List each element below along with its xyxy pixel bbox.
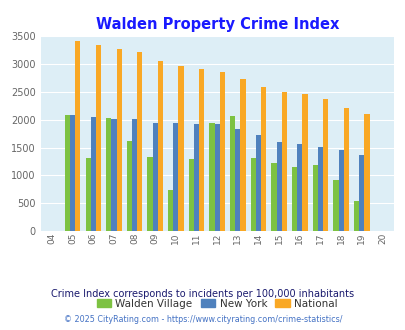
Bar — [65, 115, 70, 231]
Bar — [333, 181, 338, 231]
Bar — [322, 99, 327, 231]
Bar — [281, 92, 286, 231]
Bar — [276, 142, 281, 231]
Bar — [353, 201, 358, 231]
Bar — [198, 69, 204, 231]
Bar — [178, 66, 183, 231]
Bar — [214, 124, 219, 231]
Text: © 2025 CityRating.com - https://www.cityrating.com/crime-statistics/: © 2025 CityRating.com - https://www.city… — [64, 315, 341, 324]
Bar — [132, 119, 137, 231]
Bar — [168, 190, 173, 231]
Bar — [70, 115, 75, 231]
Bar — [343, 108, 348, 231]
Bar — [96, 45, 101, 231]
Bar — [317, 147, 322, 231]
Bar — [188, 159, 194, 231]
Bar — [338, 150, 343, 231]
Bar — [358, 155, 363, 231]
Bar — [116, 49, 121, 231]
Bar — [260, 87, 266, 231]
Bar — [111, 119, 116, 231]
Bar — [158, 61, 162, 231]
Bar — [90, 117, 96, 231]
Bar — [126, 141, 132, 231]
Bar — [240, 79, 245, 231]
Bar — [255, 135, 260, 231]
Bar — [291, 167, 296, 231]
Bar — [302, 94, 307, 231]
Bar — [173, 122, 178, 231]
Bar — [137, 52, 142, 231]
Bar — [230, 116, 235, 231]
Bar — [271, 163, 276, 231]
Text: Crime Index corresponds to incidents per 100,000 inhabitants: Crime Index corresponds to incidents per… — [51, 289, 354, 299]
Bar — [312, 165, 317, 231]
Bar — [235, 129, 240, 231]
Bar — [219, 72, 224, 231]
Bar — [363, 114, 369, 231]
Bar — [85, 158, 90, 231]
Bar — [152, 122, 158, 231]
Bar — [209, 122, 214, 231]
Bar — [106, 118, 111, 231]
Title: Walden Property Crime Index: Walden Property Crime Index — [95, 17, 338, 32]
Bar — [194, 124, 198, 231]
Bar — [296, 144, 302, 231]
Legend: Walden Village, New York, National: Walden Village, New York, National — [92, 295, 341, 313]
Bar — [147, 157, 152, 231]
Bar — [250, 158, 255, 231]
Bar — [75, 41, 80, 231]
